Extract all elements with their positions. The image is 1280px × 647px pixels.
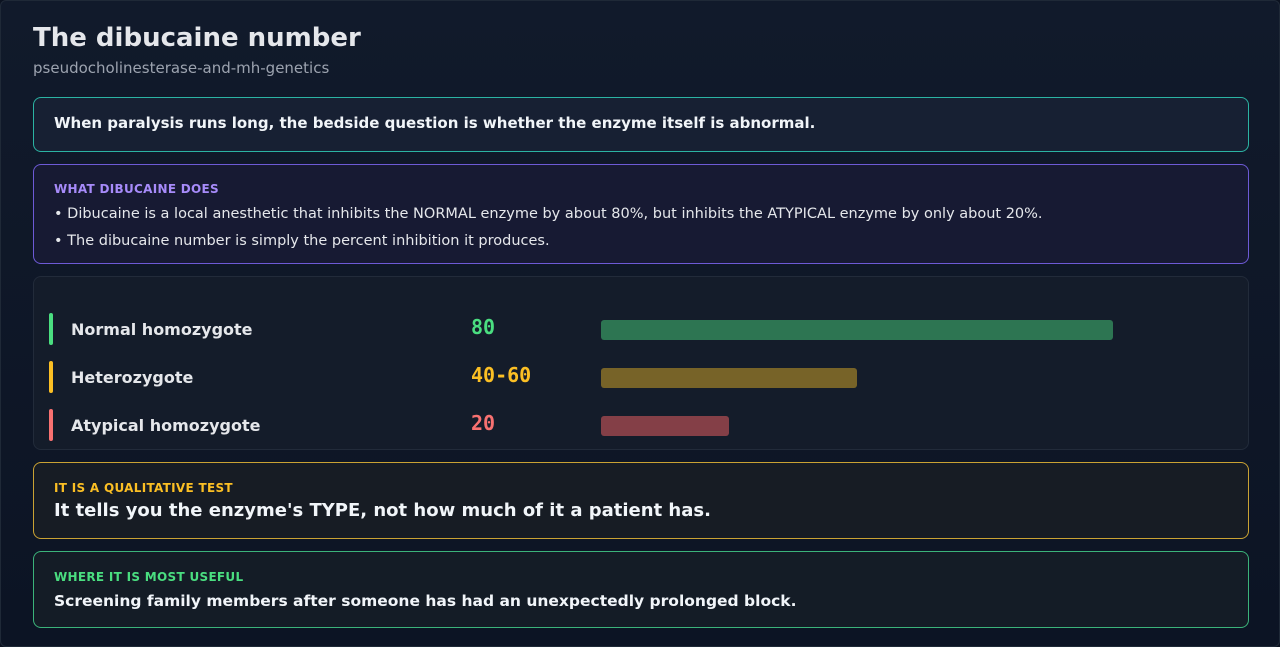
bullet-item: • Dibucaine is a local anesthetic that i…	[54, 206, 1043, 222]
genotype-row-heterozygote: Heterozygote 40-60	[34, 361, 1250, 401]
hook-card: When paralysis runs long, the bedside qu…	[33, 97, 1249, 152]
row-marker	[49, 313, 53, 345]
row-marker	[49, 409, 53, 441]
page-title: The dibucaine number	[33, 23, 361, 53]
level-bar-track	[601, 416, 1113, 436]
level-bar-fill	[601, 416, 729, 436]
genotype-row-atypical: Atypical homozygote 20	[34, 409, 1250, 449]
dibucaine-number-value: 80	[471, 315, 496, 339]
page-subtitle: pseudocholinesterase-and-mh-genetics	[33, 59, 330, 77]
genotype-table: Normal homozygote 80 Heterozygote 40-60 …	[33, 276, 1249, 450]
most-useful-card: WHERE IT IS MOST USEFUL Screening family…	[33, 551, 1249, 628]
level-bar-track	[601, 320, 1113, 340]
dibucaine-number-value: 40-60	[471, 363, 532, 387]
most-useful-label: WHERE IT IS MOST USEFUL	[54, 570, 244, 584]
level-bar-fill	[601, 368, 857, 388]
most-useful-text: Screening family members after someone h…	[54, 592, 797, 610]
genotype-row-normal: Normal homozygote 80	[34, 313, 1250, 353]
genotype-name: Normal homozygote	[71, 320, 253, 339]
what-dibucaine-does-card: WHAT DIBUCAINE DOES • Dibucaine is a loc…	[33, 164, 1249, 264]
genotype-name: Heterozygote	[71, 368, 194, 387]
bullet-item: • The dibucaine number is simply the per…	[54, 233, 550, 249]
level-bar-fill	[601, 320, 1113, 340]
dibucaine-number-value: 20	[471, 411, 496, 435]
qualitative-test-card: IT IS A QUALITATIVE TEST It tells you th…	[33, 462, 1249, 539]
hook-text: When paralysis runs long, the bedside qu…	[54, 114, 816, 132]
row-marker	[49, 361, 53, 393]
qualitative-test-text: It tells you the enzyme's TYPE, not how …	[54, 500, 711, 521]
genotype-name: Atypical homozygote	[71, 416, 261, 435]
qualitative-test-label: IT IS A QUALITATIVE TEST	[54, 481, 233, 495]
what-dibucaine-does-label: WHAT DIBUCAINE DOES	[54, 182, 219, 196]
level-bar-track	[601, 368, 1113, 388]
